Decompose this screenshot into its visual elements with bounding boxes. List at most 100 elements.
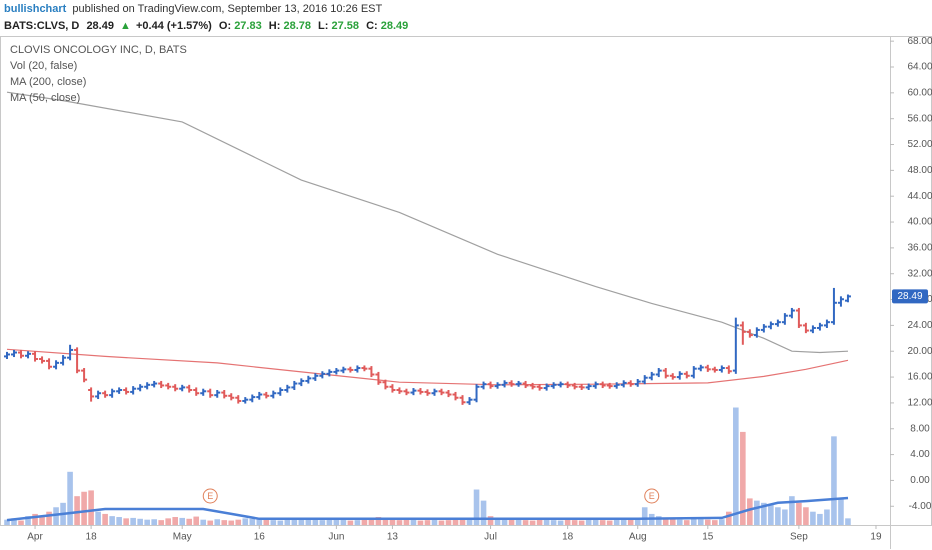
volume-bar	[796, 502, 802, 525]
legend-title: CLOVIS ONCOLOGY INC, D, BATS	[10, 44, 187, 56]
volume-bar	[606, 520, 613, 525]
volume-bar	[319, 520, 326, 525]
volume-bar	[284, 518, 291, 525]
volume-bar	[473, 489, 480, 525]
volume-bar	[683, 520, 690, 525]
volume-bar	[620, 518, 627, 525]
x-tick-label: May	[173, 532, 192, 543]
earnings-label: E	[649, 491, 655, 501]
y-tick-label: 16.00	[907, 372, 932, 383]
volume-bar	[550, 520, 557, 525]
volume-bar	[151, 519, 157, 525]
volume-bar	[53, 507, 59, 525]
y-tick-label: 12.00	[907, 398, 932, 409]
volume-bar	[403, 519, 410, 525]
high-label: H:	[269, 20, 281, 32]
volume-bar	[676, 519, 683, 525]
volume-bar	[165, 518, 171, 525]
volume-bar	[613, 519, 620, 525]
volume-bar	[515, 519, 522, 525]
x-tick-label: 16	[254, 532, 266, 543]
volume-bar	[789, 496, 795, 525]
volume-bar	[452, 519, 459, 525]
volume-bar	[494, 518, 501, 525]
volume-bar	[172, 517, 178, 525]
volume-bar	[578, 520, 585, 525]
y-tick-label: 44.00	[907, 191, 932, 202]
legend-entry: Vol (20, false)	[10, 60, 77, 72]
volume-bar	[487, 516, 494, 525]
volume-bar	[375, 517, 382, 525]
volume-bar	[207, 520, 214, 525]
high-value: 28.78	[283, 20, 311, 32]
low-label: L:	[318, 20, 328, 32]
volume-bar	[634, 518, 641, 525]
change: +0.44 (+1.57%)	[136, 20, 212, 32]
y-tick-label: 0.00	[910, 475, 930, 486]
price: 28.49	[86, 20, 114, 32]
last-price-tag	[892, 289, 928, 304]
volume-bar	[564, 519, 571, 525]
volume-bar	[130, 517, 136, 525]
volume-bar	[18, 520, 24, 525]
volume-bar	[831, 436, 837, 525]
volume-bar	[438, 520, 445, 525]
y-tick-label: 36.00	[907, 243, 932, 254]
volume-bar	[845, 518, 851, 525]
volume-bar	[95, 511, 101, 525]
volume-bar	[277, 520, 284, 525]
volume-bar	[838, 498, 844, 525]
volume-bar	[326, 518, 333, 525]
earnings-marker	[202, 488, 218, 504]
volume-bar	[74, 496, 80, 525]
y-tick-label: 56.00	[907, 113, 932, 124]
volume-bar	[747, 498, 753, 525]
volume-bar	[179, 517, 186, 525]
volume-bar	[249, 518, 256, 525]
volume-bar	[726, 511, 732, 525]
user-link[interactable]: bullishchart	[4, 3, 67, 15]
close-value: 28.49	[381, 20, 409, 32]
earnings-marker	[644, 488, 660, 504]
volume-bar	[445, 520, 452, 525]
volume-bar	[803, 507, 809, 525]
volume-bar	[712, 520, 718, 525]
volume-bar	[669, 519, 676, 525]
volume-bar	[592, 519, 599, 525]
volume-bar	[585, 519, 592, 525]
volume-bar	[235, 519, 242, 525]
symbol: BATS:CLVS, D	[4, 20, 79, 32]
y-tick-label: 20.00	[907, 346, 932, 357]
volume-bar	[396, 520, 403, 525]
volume-bar	[221, 520, 228, 525]
volume-bar	[368, 518, 375, 525]
x-tick-label: 18	[562, 532, 574, 543]
volume-bar	[662, 518, 669, 525]
volume-bar	[137, 518, 143, 525]
y-tick-label: 64.00	[907, 62, 932, 73]
volume-bar	[733, 407, 739, 525]
volume-bar	[25, 516, 31, 525]
volume-bar	[466, 518, 473, 525]
volume-bar	[704, 519, 711, 525]
volume-bar	[11, 518, 17, 525]
volume-bar	[158, 520, 164, 525]
earnings-label: E	[207, 491, 213, 501]
volume-bar	[46, 511, 52, 525]
volume-bar	[557, 520, 564, 525]
legend-entry: MA (50, close)	[10, 92, 80, 104]
volume-bar	[200, 519, 207, 525]
volume-bar	[263, 519, 270, 525]
volume-bar	[417, 520, 424, 525]
volume-bar	[754, 500, 760, 525]
y-tick-label: 60.00	[907, 87, 932, 98]
volume-bar	[810, 511, 816, 525]
volume-bar	[32, 513, 38, 525]
x-tick-label: 19	[870, 532, 882, 543]
volume-bar	[109, 516, 115, 525]
volume-bar	[543, 519, 550, 525]
volume-bar	[102, 513, 108, 525]
